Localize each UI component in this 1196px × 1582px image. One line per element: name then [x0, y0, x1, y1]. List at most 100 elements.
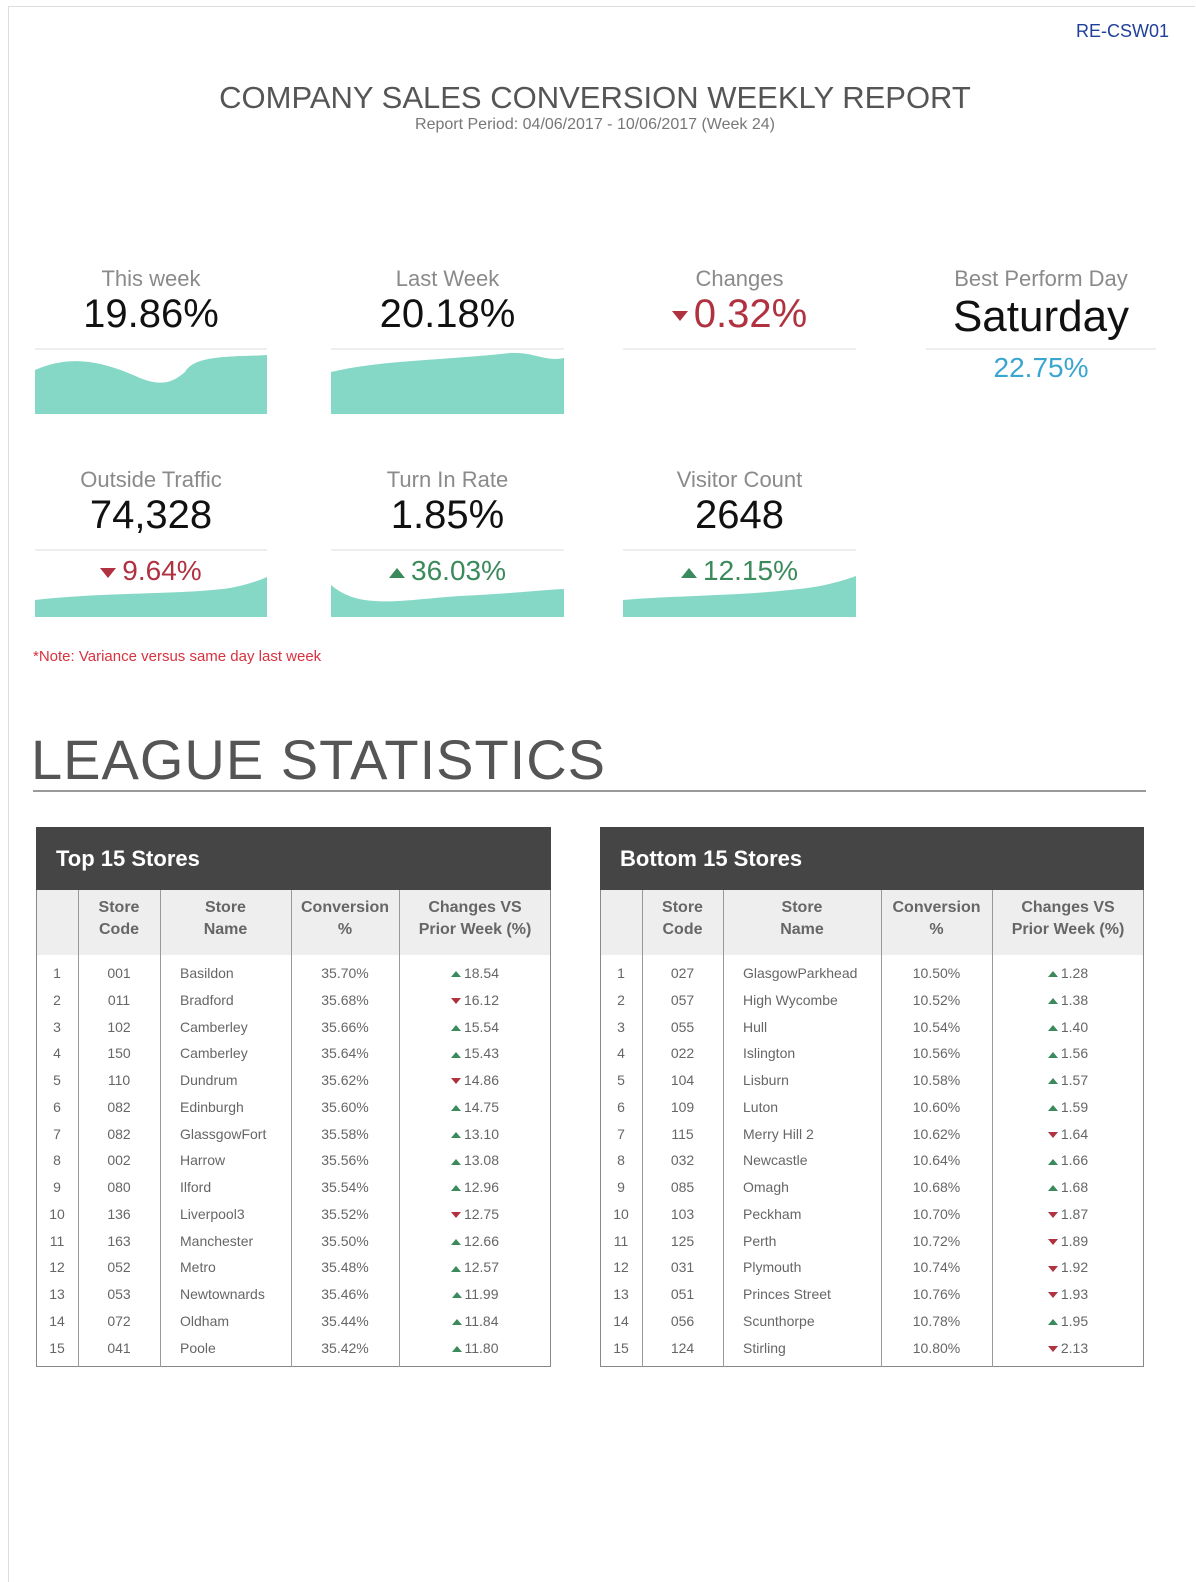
kpi-change-text: 36.03%: [411, 555, 506, 586]
table-cell: 11.80: [399, 1340, 551, 1356]
table-cell: 12: [49, 1259, 65, 1276]
table-cell: Plymouth: [743, 1259, 802, 1276]
table-cell: 2: [617, 991, 625, 1008]
trend-arrow: [1047, 1319, 1058, 1326]
table-cell: 35.50%: [321, 1232, 369, 1249]
trend-arrow: [1047, 1212, 1058, 1219]
kpi-change: 36.03%: [331, 555, 564, 587]
table-cell: Dundrum: [180, 1072, 238, 1088]
table-cell: Newtownards: [180, 1286, 265, 1302]
kpi-label: Outside Traffic: [80, 467, 222, 492]
change-value: 1.40: [1060, 1018, 1089, 1035]
table-cell: Stirling: [743, 1339, 786, 1356]
trend-arrow: [681, 567, 698, 578]
trend-arrow: [1047, 1078, 1058, 1085]
table-cell: 35.48%: [321, 1259, 369, 1276]
change-value: 1.56: [1060, 1045, 1089, 1062]
table-cell: 35.70%: [321, 965, 369, 981]
change-value: 12.57: [463, 1259, 500, 1276]
table-title: Top 15 Stores: [56, 846, 200, 871]
sparkline: [35, 577, 267, 617]
table-cell: 8: [617, 1152, 625, 1169]
table-cell: 10.72%: [912, 1232, 961, 1249]
table-cell: Bradford: [180, 991, 234, 1008]
trend-arrow: [671, 311, 688, 322]
table-cell: 10.78%: [912, 1312, 961, 1329]
change-value: 2.13: [1060, 1339, 1089, 1356]
trend-arrow: [1047, 1238, 1058, 1245]
table-cell: 082: [107, 1125, 131, 1142]
table-cell: 13: [49, 1286, 65, 1302]
table-cell: 6: [617, 1098, 625, 1115]
change-value: 13.10: [463, 1125, 500, 1142]
trend-arrow: [1047, 1131, 1058, 1138]
table-cell: 14: [613, 1312, 629, 1329]
table-cell: 10.80%: [912, 1339, 961, 1356]
trend-arrow: [450, 1105, 461, 1112]
table-cell: 14: [49, 1312, 65, 1329]
table-cell: 027: [670, 965, 695, 981]
table-cell: Basildon: [180, 965, 234, 981]
table-cell: Camberley: [180, 1045, 248, 1062]
change-value: 1.89: [1060, 1232, 1089, 1249]
trend-arrow: [1047, 1158, 1058, 1165]
kpi-value: 74,328: [35, 493, 267, 538]
table-cell: Camberley: [180, 1018, 248, 1035]
kpi-label: Turn In Rate: [386, 467, 509, 492]
table-cell: 1.95: [992, 1313, 1144, 1329]
change-value: 16.12: [463, 991, 500, 1008]
column-header: Changes VS Prior Week (%): [418, 899, 532, 938]
table-cell: 15: [49, 1339, 65, 1356]
table-cell: Edinburgh: [180, 1098, 244, 1115]
table-cell: 082: [107, 1098, 131, 1115]
change-value: 1.28: [1060, 965, 1089, 981]
table-cell: 9: [53, 1179, 61, 1195]
kpi-label: This week: [101, 266, 201, 291]
change-value: 13.08: [463, 1152, 500, 1169]
change-value: 1.64: [1060, 1125, 1089, 1142]
kpi-label: Changes: [695, 266, 784, 291]
change-value: 1.93: [1060, 1286, 1089, 1302]
change-value: 1.38: [1060, 991, 1089, 1008]
trend-arrow: [450, 1158, 461, 1165]
table-cell: 10: [49, 1205, 65, 1222]
kpi-change: 9.64%: [35, 555, 267, 587]
trend-arrow: [450, 971, 461, 978]
table-cell: 032: [670, 1152, 695, 1169]
kpi-divider: [331, 549, 564, 551]
table-cell: 12.57: [399, 1259, 551, 1275]
table-cell: 031: [670, 1259, 695, 1276]
trend-arrow: [451, 1345, 462, 1352]
table-cell: 3: [617, 1018, 625, 1035]
change-value: 1.66: [1060, 1152, 1089, 1169]
table-cell: Poole: [180, 1339, 216, 1356]
change-value: 1.92: [1060, 1259, 1089, 1276]
table-cell: 1.56: [992, 1045, 1144, 1061]
table-cell: 2.13: [992, 1340, 1144, 1356]
table-cell: 5: [617, 1072, 625, 1088]
change-value: 1.95: [1060, 1312, 1089, 1329]
trend-arrow: [450, 1051, 461, 1058]
column-header: Changes VS Prior Week (%): [1011, 899, 1125, 938]
table-cell: 1.68: [992, 1179, 1144, 1195]
kpi-change: 12.15%: [623, 555, 856, 587]
column-rule: [78, 890, 79, 1367]
table-cell: 103: [670, 1205, 695, 1222]
table-cell: 7: [53, 1125, 61, 1142]
table-cell: 104: [670, 1072, 695, 1088]
table-cell: 10.68%: [912, 1179, 961, 1195]
table-cell: 10.54%: [912, 1018, 961, 1035]
table-cell: Perth: [743, 1232, 777, 1249]
trend-arrow: [450, 1078, 461, 1085]
table-cell: Metro: [180, 1259, 216, 1276]
column-header: Store Name: [780, 899, 824, 938]
table-title: Bottom 15 Stores: [620, 846, 803, 871]
table-cell: Scunthorpe: [743, 1312, 815, 1329]
table-cell: 10: [613, 1205, 629, 1222]
kpi-detail: 22.75%: [993, 352, 1089, 383]
kpi-value: 1.85%: [331, 493, 564, 538]
table-cell: 072: [107, 1312, 131, 1329]
table-cell: 15.54: [399, 1019, 551, 1035]
table-cell: 6: [53, 1098, 61, 1115]
table-cell: 10.74%: [912, 1259, 961, 1276]
